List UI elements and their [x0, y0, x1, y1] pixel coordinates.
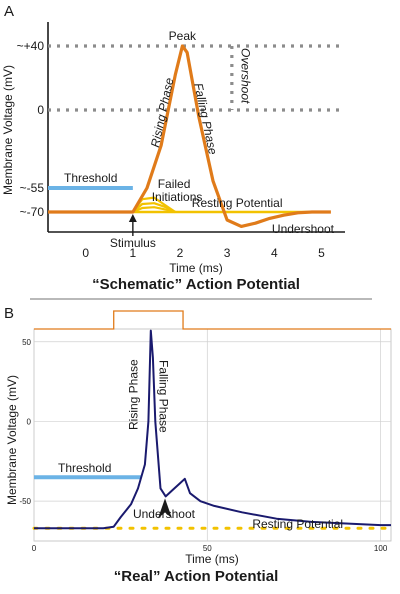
panel-b-ylabel: Membrane Voltage (mV): [5, 375, 19, 505]
panel-b-xlabel: Time (ms): [185, 552, 239, 566]
y-tick-label: ~-70: [20, 205, 45, 219]
panel-a-xlabel: Time (ms): [169, 261, 223, 275]
undershoot-label-a: Undershoot: [272, 222, 335, 236]
falling-phase-label-a: Falling Phase: [191, 82, 220, 156]
x-tick-label: 4: [271, 246, 278, 260]
panel-b-y-ticks: 50 0 -50: [19, 338, 31, 506]
arrow-head: [128, 214, 137, 222]
y-tick-label: 0: [27, 417, 32, 426]
x-tick-label: 2: [177, 246, 184, 260]
x-tick-label: 100: [374, 544, 388, 553]
y-tick-label: ~+40: [17, 39, 45, 53]
panel-b-letter: B: [4, 305, 14, 322]
failed-initiations-line: Failed: [158, 177, 191, 191]
arrow-head: [158, 498, 173, 519]
panel-a-reference-lines: [48, 44, 345, 112]
panel-b-title: “Real” Action Potential: [114, 568, 278, 585]
rising-phase-label-b: Rising Phase: [126, 359, 140, 430]
x-tick-label: 1: [130, 246, 137, 260]
y-tick-label: ~-55: [20, 181, 45, 195]
x-tick-label: 3: [224, 246, 231, 260]
action-potential-trace: [34, 329, 391, 530]
panel-a-x-ticks: 0 1 2 3 4 5: [82, 246, 325, 260]
panel-a-y-ticks: ~+40 0 ~-55 ~-70: [17, 39, 45, 219]
stimulus-pulse: [34, 310, 391, 330]
panel-b-curves: [32, 310, 393, 530]
panel-b-x-ticks: 0 50 100: [32, 544, 388, 553]
panel-a-ylabel: Membrane Voltage (mV): [1, 65, 15, 195]
panel-b-plot-frame: [33, 328, 392, 542]
panel-a-axes: [47, 22, 345, 233]
undershoot-arrow-icon: [158, 498, 173, 519]
panel-a-curves: [48, 44, 331, 228]
y-tick-label: -50: [19, 497, 31, 506]
panel-b-grid: [33, 329, 391, 541]
y-tick-label: 0: [37, 103, 44, 117]
failed-initiations-line: Initiations: [152, 190, 203, 204]
rising-phase-label-a: Rising Phase: [148, 76, 176, 148]
resting-potential-label-a: Resting Potential: [192, 196, 283, 210]
x-tick-label: 0: [32, 544, 37, 553]
x-tick-label: 50: [203, 544, 212, 553]
peak-label: Peak: [169, 29, 197, 43]
panel-a-title: “Schematic” Action Potential: [92, 276, 300, 293]
resting-potential-label-b: Resting Potential: [252, 517, 343, 531]
x-tick-label: 0: [82, 246, 89, 260]
failed-initiations-label: Failed Initiations: [152, 177, 203, 204]
overshoot-label: Overshoot: [238, 48, 252, 104]
x-tick-label: 5: [318, 246, 325, 260]
threshold-label-b: Threshold: [58, 461, 111, 475]
falling-phase-label-b: Falling Phase: [156, 360, 170, 433]
stimulus-label: Stimulus: [110, 236, 156, 250]
undershoot-label-b: Undershoot: [133, 507, 196, 521]
threshold-label-a: Threshold: [64, 171, 117, 185]
stimulus-arrow-icon: [128, 214, 137, 236]
action-potential-trace: [48, 44, 331, 228]
failed-initiation-curve: [132, 202, 176, 213]
failed-initiation-curve: [132, 206, 176, 214]
panel-a-letter: A: [4, 3, 14, 20]
y-tick-label: 50: [22, 338, 31, 347]
